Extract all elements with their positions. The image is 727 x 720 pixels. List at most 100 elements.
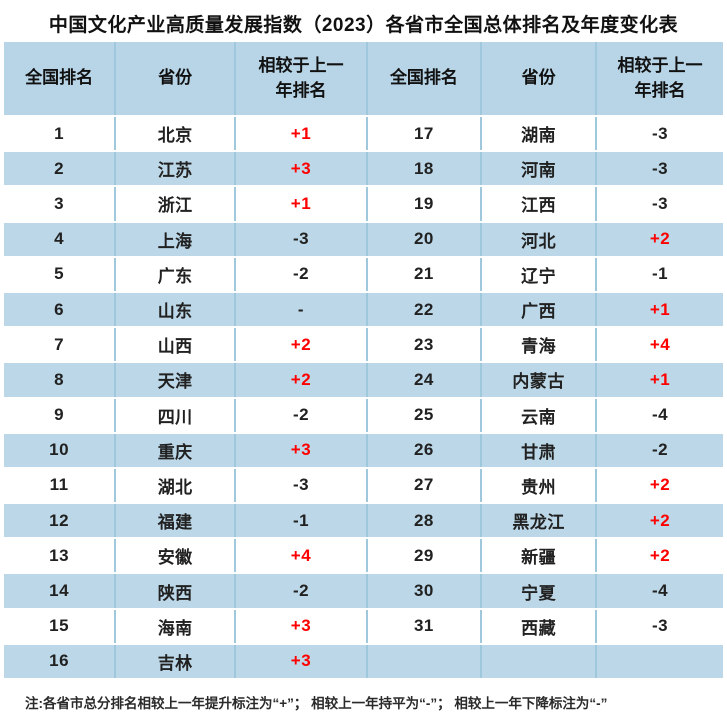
province-cell: 云南: [482, 398, 598, 432]
rank-cell: 7: [4, 328, 117, 362]
change-cell: +3: [236, 433, 368, 467]
province-cell: 江苏: [116, 152, 237, 186]
change-cell: -2: [236, 398, 368, 432]
rank-cell: 12: [4, 504, 117, 538]
rank-cell: 4: [4, 222, 117, 256]
rank-cell: 24: [368, 363, 483, 397]
change-cell: -4: [651, 405, 669, 425]
table-row: 6 山东 -22 广西 +1: [4, 292, 723, 329]
change-cell: +3: [236, 152, 368, 186]
rank-cell: 29: [368, 539, 483, 573]
change-cell: +3: [236, 644, 368, 678]
rank-cell: 21: [368, 257, 483, 291]
province-cell: 内蒙古: [482, 363, 598, 397]
table-row: 1 北京 +1 17 湖南 -3: [4, 117, 723, 153]
change-cell: +1: [649, 369, 671, 389]
rank-cell: 27: [368, 468, 483, 503]
province-cell: 宁夏: [482, 574, 598, 608]
rank-cell: 18: [368, 152, 483, 186]
province-cell: 陕西: [116, 574, 237, 608]
province-cell: 广东: [116, 257, 237, 291]
table-row: 7 山西 +2 23 青海 +4: [4, 328, 723, 364]
rank-cell: 5: [4, 257, 117, 291]
change-cell: +4: [649, 334, 671, 354]
rank-cell: 16: [4, 644, 117, 678]
change-cell: +1: [649, 299, 671, 319]
change-cell: -3: [651, 123, 669, 143]
rank-cell: 6: [4, 292, 117, 327]
province-cell: [482, 644, 598, 678]
table-row: 3 浙江 +1 19 江西 -3: [4, 187, 723, 223]
change-cell: +3: [236, 609, 368, 643]
change-cell: -3: [651, 158, 669, 178]
column-header-province-right: 省份: [482, 42, 598, 115]
rank-cell: 13: [4, 539, 117, 573]
province-cell: 湖南: [482, 117, 598, 151]
change-cell: -3: [236, 222, 368, 256]
rank-cell: 1: [4, 117, 117, 151]
rank-cell: 11: [4, 468, 117, 503]
table-row: 12 福建 -1 28 黑龙江 +2: [4, 504, 723, 540]
column-header-province-left: 省份: [116, 42, 237, 115]
rank-cell: 8: [4, 363, 117, 397]
province-cell: 海南: [116, 609, 237, 643]
rank-cell: 23: [368, 328, 483, 362]
change-cell: -3: [651, 193, 669, 213]
rank-cell: 25: [368, 398, 483, 432]
province-cell: 吉林: [116, 644, 237, 678]
change-cell: +2: [649, 545, 671, 565]
province-cell: 江西: [482, 187, 598, 221]
rank-cell: 10: [4, 433, 117, 467]
change-cell: +1: [236, 117, 368, 151]
province-cell: 山西: [116, 328, 237, 362]
change-cell: -3: [651, 616, 669, 636]
province-cell: 浙江: [116, 187, 237, 221]
change-cell: +1: [236, 187, 368, 221]
table-row: 4 上海 -3 20 河北 +2: [4, 222, 723, 258]
rank-cell: 31: [368, 609, 483, 643]
table-row: 16 吉林 +3: [4, 644, 723, 680]
rank-cell: 26: [368, 433, 483, 467]
column-header-change-right: 相较于上一年排名: [617, 55, 703, 100]
change-cell: -1: [236, 504, 368, 538]
province-cell: 湖北: [116, 468, 237, 503]
page-title: 中国文化产业高质量发展指数（2023）各省市全国总体排名及年度变化表: [48, 15, 679, 36]
province-cell: 甘肃: [482, 433, 598, 467]
change-cell: -4: [651, 581, 669, 601]
table-row: 2 江苏 +3 18 河南 -3: [4, 152, 723, 188]
province-cell: 山东: [116, 292, 237, 327]
rank-cell: 19: [368, 187, 483, 221]
province-cell: 重庆: [116, 433, 237, 467]
province-cell: 福建: [116, 504, 237, 538]
rank-cell: 3: [4, 187, 117, 221]
change-cell: +2: [649, 229, 671, 249]
table-header-row: 全国排名 省份 相较于上一年排名 全国排名 省份 相较于上一年排名: [4, 42, 723, 117]
change-cell: -1: [651, 264, 669, 284]
province-cell: 四川: [116, 398, 237, 432]
table-row: 14 陕西 -2 30 宁夏 -4: [4, 574, 723, 610]
column-header-rank-left: 全国排名: [4, 42, 117, 115]
change-cell: +2: [649, 475, 671, 495]
province-cell: 天津: [116, 363, 237, 397]
province-cell: 新疆: [482, 539, 598, 573]
change-cell: [597, 645, 723, 678]
change-cell: +2: [649, 510, 671, 530]
province-cell: 青海: [482, 328, 598, 362]
change-cell: -2: [236, 257, 368, 291]
table-row: 9 四川 -2 25 云南 -4: [4, 398, 723, 434]
table-row: 10 重庆 +3 26 甘肃 -2: [4, 433, 723, 469]
province-cell: 黑龙江: [482, 504, 598, 538]
change-cell: -2: [236, 574, 368, 608]
table-row: 13 安徽 +4 29 新疆 +2: [4, 539, 723, 575]
rank-cell: 15: [4, 609, 117, 643]
rank-cell: 30: [368, 574, 483, 608]
change-cell: +4: [236, 539, 368, 573]
province-cell: 上海: [116, 222, 237, 256]
province-cell: 西藏: [482, 609, 598, 643]
province-cell: 北京: [116, 117, 237, 151]
rank-cell: 2: [4, 152, 117, 186]
change-cell: -2: [651, 440, 669, 460]
rank-cell: 20: [368, 222, 483, 256]
change-cell: +2: [236, 363, 368, 397]
